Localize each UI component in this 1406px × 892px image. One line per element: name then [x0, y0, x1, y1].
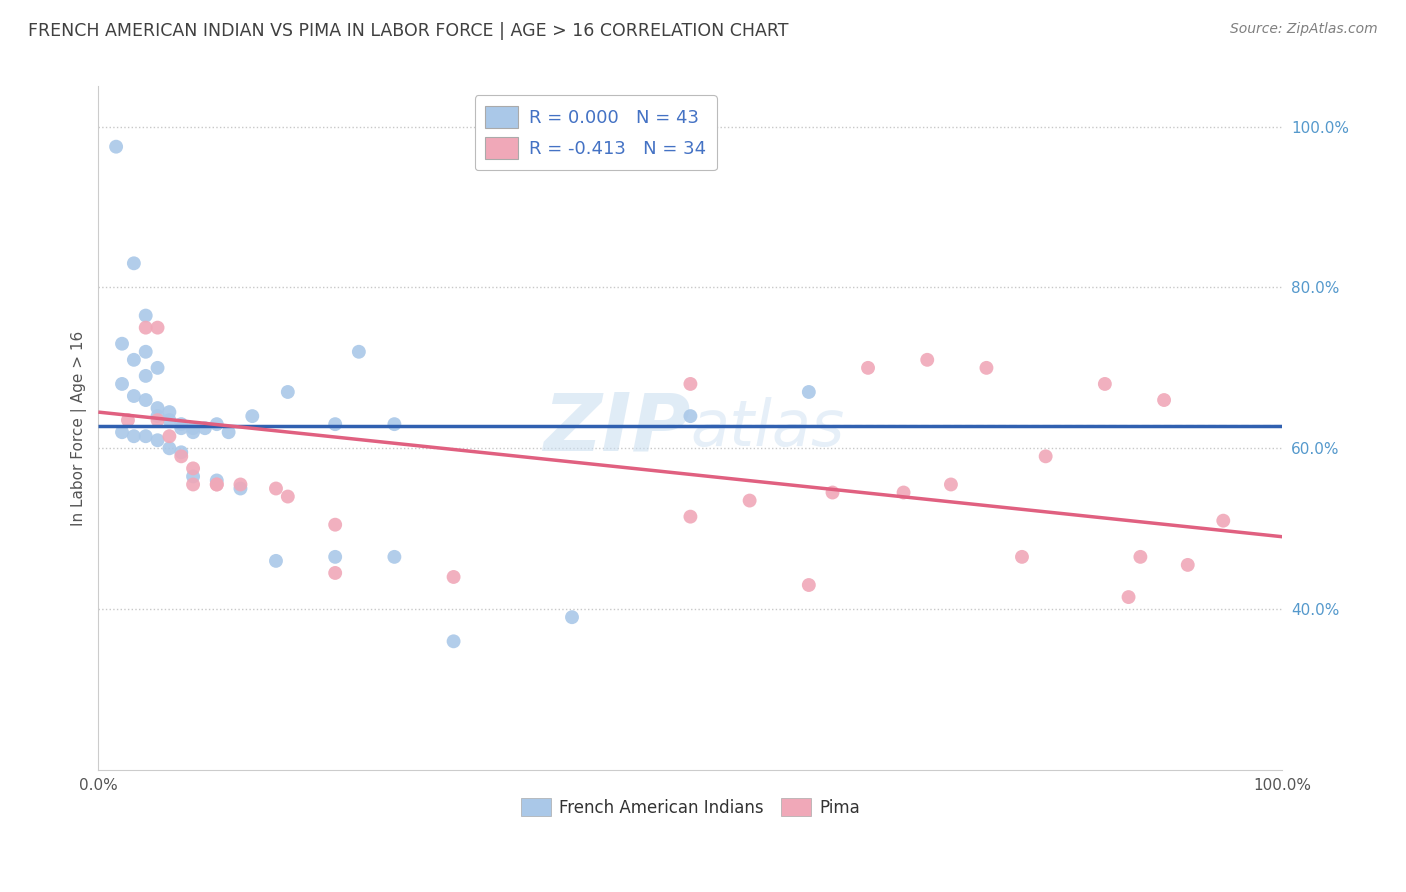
Point	[1035, 450, 1057, 464]
Point	[1177, 558, 1199, 572]
Point	[218, 425, 240, 440]
Legend: French American Indians, Pima: French American Indians, Pima	[515, 791, 866, 823]
Point	[679, 409, 702, 423]
Point	[915, 352, 938, 367]
Point	[181, 461, 204, 475]
Point	[856, 360, 879, 375]
Point	[135, 392, 157, 407]
Point	[205, 477, 228, 491]
Point	[443, 634, 465, 648]
Point	[323, 566, 346, 580]
Point	[135, 309, 157, 323]
Point	[111, 425, 134, 440]
Point	[939, 477, 962, 491]
Point	[679, 376, 702, 391]
Point	[738, 493, 761, 508]
Point	[323, 517, 346, 532]
Point	[122, 256, 145, 270]
Point	[122, 429, 145, 443]
Point	[170, 421, 193, 435]
Point	[1011, 549, 1033, 564]
Point	[135, 368, 157, 383]
Point	[146, 401, 169, 415]
Point	[146, 409, 169, 423]
Point	[205, 417, 228, 432]
Point	[1129, 549, 1152, 564]
Point	[384, 417, 406, 432]
Text: ZIP: ZIP	[543, 389, 690, 467]
Point	[146, 360, 169, 375]
Point	[229, 477, 252, 491]
Point	[122, 389, 145, 403]
Y-axis label: In Labor Force | Age > 16: In Labor Force | Age > 16	[72, 331, 87, 525]
Point	[240, 409, 263, 423]
Point	[146, 434, 169, 448]
Point	[170, 450, 193, 464]
Point	[157, 413, 180, 427]
Point	[157, 429, 180, 443]
Point	[181, 469, 204, 483]
Point	[205, 477, 228, 491]
Point	[181, 421, 204, 435]
Point	[1153, 392, 1175, 407]
Point	[135, 344, 157, 359]
Point	[821, 485, 844, 500]
Point	[135, 320, 157, 334]
Point	[117, 413, 139, 427]
Point	[797, 578, 820, 592]
Point	[277, 490, 299, 504]
Point	[797, 384, 820, 399]
Point	[679, 509, 702, 524]
Point	[893, 485, 915, 500]
Point	[194, 421, 217, 435]
Point	[181, 425, 204, 440]
Point	[205, 474, 228, 488]
Point	[277, 384, 299, 399]
Text: atlas: atlas	[690, 397, 845, 459]
Point	[146, 413, 169, 427]
Point	[561, 610, 583, 624]
Point	[264, 554, 287, 568]
Point	[181, 477, 204, 491]
Text: Source: ZipAtlas.com: Source: ZipAtlas.com	[1230, 22, 1378, 37]
Point	[170, 445, 193, 459]
Point	[135, 429, 157, 443]
Point	[384, 549, 406, 564]
Point	[1094, 376, 1116, 391]
Point	[105, 139, 128, 153]
Text: FRENCH AMERICAN INDIAN VS PIMA IN LABOR FORCE | AGE > 16 CORRELATION CHART: FRENCH AMERICAN INDIAN VS PIMA IN LABOR …	[28, 22, 789, 40]
Point	[111, 376, 134, 391]
Point	[323, 417, 346, 432]
Point	[1118, 590, 1140, 604]
Point	[111, 336, 134, 351]
Point	[170, 417, 193, 432]
Point	[146, 320, 169, 334]
Point	[1212, 514, 1234, 528]
Point	[264, 482, 287, 496]
Point	[347, 344, 370, 359]
Point	[976, 360, 998, 375]
Point	[443, 570, 465, 584]
Point	[229, 482, 252, 496]
Point	[157, 405, 180, 419]
Point	[122, 352, 145, 367]
Point	[323, 549, 346, 564]
Point	[157, 442, 180, 456]
